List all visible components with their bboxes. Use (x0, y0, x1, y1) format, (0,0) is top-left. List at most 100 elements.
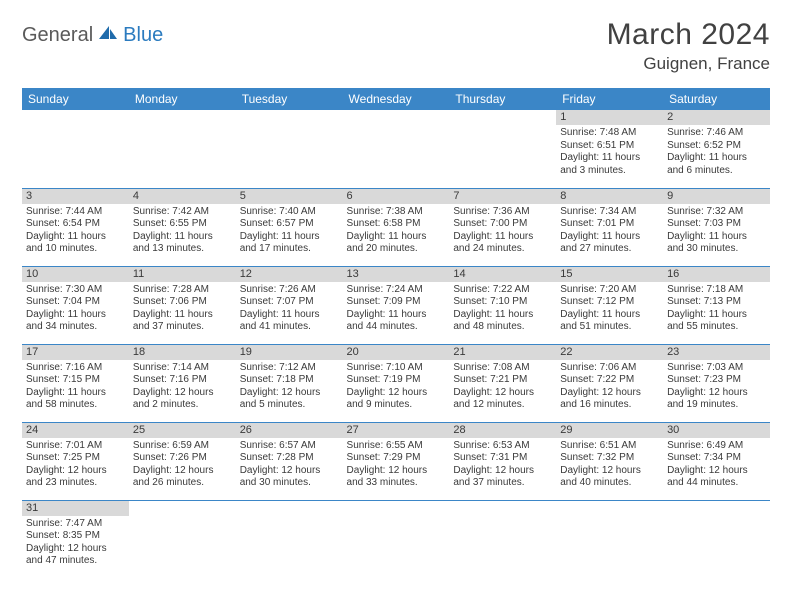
calendar-cell: 14Sunrise: 7:22 AMSunset: 7:10 PMDayligh… (449, 266, 556, 344)
day-number (236, 501, 343, 516)
calendar-cell: 17Sunrise: 7:16 AMSunset: 7:15 PMDayligh… (22, 344, 129, 422)
day-number: 7 (449, 189, 556, 204)
day-number: 28 (449, 423, 556, 438)
day-number: 10 (22, 267, 129, 282)
sunset-line: Sunset: 7:12 PM (560, 296, 659, 309)
day-number: 3 (22, 189, 129, 204)
calendar-cell: 3Sunrise: 7:44 AMSunset: 6:54 PMDaylight… (22, 188, 129, 266)
sunset-line: Sunset: 7:10 PM (453, 296, 552, 309)
sunrise-line: Sunrise: 7:48 AM (560, 127, 659, 140)
sunrise-line: Sunrise: 7:30 AM (26, 284, 125, 297)
day-details: Sunrise: 6:59 AMSunset: 7:26 PMDaylight:… (129, 438, 236, 494)
daylight-line: Daylight: 11 hours and 48 minutes. (453, 309, 552, 334)
day-number: 29 (556, 423, 663, 438)
daylight-line: Daylight: 11 hours and 20 minutes. (347, 231, 446, 256)
calendar-cell: 19Sunrise: 7:12 AMSunset: 7:18 PMDayligh… (236, 344, 343, 422)
sunset-line: Sunset: 7:29 PM (347, 452, 446, 465)
day-number: 12 (236, 267, 343, 282)
sail-icon (97, 24, 119, 47)
calendar-row: 3Sunrise: 7:44 AMSunset: 6:54 PMDaylight… (22, 188, 770, 266)
calendar-cell: 13Sunrise: 7:24 AMSunset: 7:09 PMDayligh… (343, 266, 450, 344)
day-details: Sunrise: 6:49 AMSunset: 7:34 PMDaylight:… (663, 438, 770, 494)
day-number: 2 (663, 110, 770, 125)
sunset-line: Sunset: 7:03 PM (667, 218, 766, 231)
sunrise-line: Sunrise: 7:28 AM (133, 284, 232, 297)
sunrise-line: Sunrise: 7:14 AM (133, 362, 232, 375)
calendar-cell: 8Sunrise: 7:34 AMSunset: 7:01 PMDaylight… (556, 188, 663, 266)
sunset-line: Sunset: 7:32 PM (560, 452, 659, 465)
day-details: Sunrise: 7:01 AMSunset: 7:25 PMDaylight:… (22, 438, 129, 494)
day-number (663, 501, 770, 516)
sunset-line: Sunset: 7:09 PM (347, 296, 446, 309)
day-details: Sunrise: 7:20 AMSunset: 7:12 PMDaylight:… (556, 282, 663, 338)
daylight-line: Daylight: 11 hours and 34 minutes. (26, 309, 125, 334)
day-details: Sunrise: 7:34 AMSunset: 7:01 PMDaylight:… (556, 204, 663, 260)
daylight-line: Daylight: 11 hours and 27 minutes. (560, 231, 659, 256)
daylight-line: Daylight: 11 hours and 44 minutes. (347, 309, 446, 334)
daylight-line: Daylight: 12 hours and 30 minutes. (240, 465, 339, 490)
sunset-line: Sunset: 7:06 PM (133, 296, 232, 309)
sunset-line: Sunset: 7:18 PM (240, 374, 339, 387)
calendar-row: 1 Sunrise: 7:48 AMSunset: 6:51 PMDaylight… (22, 110, 770, 188)
sunset-line: Sunset: 6:51 PM (560, 140, 659, 153)
sunrise-line: Sunrise: 6:49 AM (667, 440, 766, 453)
calendar-cell: 12Sunrise: 7:26 AMSunset: 7:07 PMDayligh… (236, 266, 343, 344)
day-number: 4 (129, 189, 236, 204)
calendar-row: 10Sunrise: 7:30 AMSunset: 7:04 PMDayligh… (22, 266, 770, 344)
day-number: 20 (343, 345, 450, 360)
calendar-cell: 28Sunrise: 6:53 AMSunset: 7:31 PMDayligh… (449, 422, 556, 500)
day-number (556, 501, 663, 516)
sunset-line: Sunset: 7:23 PM (667, 374, 766, 387)
daylight-line: Daylight: 11 hours and 51 minutes. (560, 309, 659, 334)
location: Guignen, France (607, 54, 770, 74)
sunset-line: Sunset: 6:58 PM (347, 218, 446, 231)
daylight-line: Daylight: 12 hours and 33 minutes. (347, 465, 446, 490)
day-details: Sunrise: 6:53 AMSunset: 7:31 PMDaylight:… (449, 438, 556, 494)
calendar-cell (129, 500, 236, 578)
sunset-line: Sunset: 7:28 PM (240, 452, 339, 465)
sunset-line: Sunset: 7:26 PM (133, 452, 232, 465)
daylight-line: Daylight: 12 hours and 5 minutes. (240, 387, 339, 412)
sunrise-line: Sunrise: 7:12 AM (240, 362, 339, 375)
calendar-cell: 16Sunrise: 7:18 AMSunset: 7:13 PMDayligh… (663, 266, 770, 344)
day-number: 1 (556, 110, 663, 125)
daylight-line: Daylight: 12 hours and 9 minutes. (347, 387, 446, 412)
day-details: Sunrise: 6:55 AMSunset: 7:29 PMDaylight:… (343, 438, 450, 494)
brand-logo: General Blue (22, 24, 163, 47)
day-number (449, 110, 556, 125)
calendar-cell (343, 110, 450, 188)
day-number: 23 (663, 345, 770, 360)
sunrise-line: Sunrise: 7:24 AM (347, 284, 446, 297)
day-number: 6 (343, 189, 450, 204)
month-title: March 2024 (607, 18, 770, 52)
calendar-cell (449, 500, 556, 578)
calendar-cell: 9Sunrise: 7:32 AMSunset: 7:03 PMDaylight… (663, 188, 770, 266)
sunset-line: Sunset: 6:57 PM (240, 218, 339, 231)
calendar-row: 17Sunrise: 7:16 AMSunset: 7:15 PMDayligh… (22, 344, 770, 422)
day-number: 26 (236, 423, 343, 438)
daylight-line: Daylight: 11 hours and 13 minutes. (133, 231, 232, 256)
day-details: Sunrise: 7:40 AMSunset: 6:57 PMDaylight:… (236, 204, 343, 260)
calendar-cell: 5Sunrise: 7:40 AMSunset: 6:57 PMDaylight… (236, 188, 343, 266)
day-details: Sunrise: 7:08 AMSunset: 7:21 PMDaylight:… (449, 360, 556, 416)
sunset-line: Sunset: 7:25 PM (26, 452, 125, 465)
sunset-line: Sunset: 7:04 PM (26, 296, 125, 309)
daylight-line: Daylight: 12 hours and 26 minutes. (133, 465, 232, 490)
daylight-line: Daylight: 11 hours and 58 minutes. (26, 387, 125, 412)
day-details: Sunrise: 7:47 AMSunset: 8:35 PMDaylight:… (22, 516, 129, 572)
daylight-line: Daylight: 11 hours and 10 minutes. (26, 231, 125, 256)
sunset-line: Sunset: 7:31 PM (453, 452, 552, 465)
day-number: 24 (22, 423, 129, 438)
weekday-header-row: SundayMondayTuesdayWednesdayThursdayFrid… (22, 88, 770, 110)
day-details: Sunrise: 7:10 AMSunset: 7:19 PMDaylight:… (343, 360, 450, 416)
calendar-cell (663, 500, 770, 578)
daylight-line: Daylight: 11 hours and 17 minutes. (240, 231, 339, 256)
daylight-line: Daylight: 11 hours and 3 minutes. (560, 152, 659, 177)
weekday-header: Friday (556, 88, 663, 110)
calendar-cell: 22Sunrise: 7:06 AMSunset: 7:22 PMDayligh… (556, 344, 663, 422)
sunrise-line: Sunrise: 6:59 AM (133, 440, 232, 453)
day-details: Sunrise: 7:14 AMSunset: 7:16 PMDaylight:… (129, 360, 236, 416)
day-details: Sunrise: 7:28 AMSunset: 7:06 PMDaylight:… (129, 282, 236, 338)
sunrise-line: Sunrise: 7:20 AM (560, 284, 659, 297)
sunrise-line: Sunrise: 7:03 AM (667, 362, 766, 375)
